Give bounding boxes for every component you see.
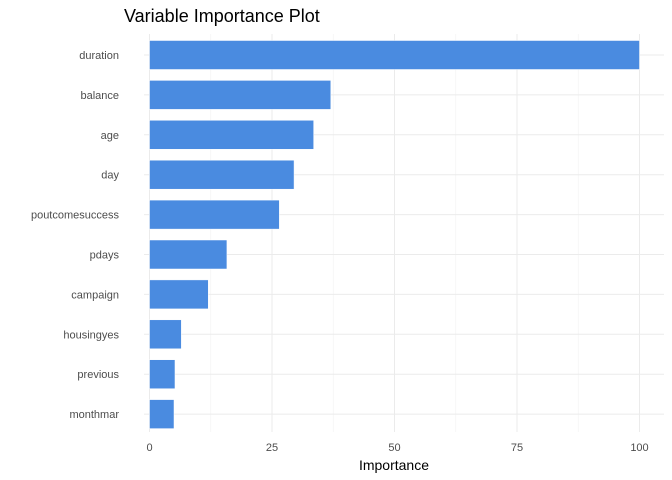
- y-tick-label-previous: previous: [77, 369, 119, 381]
- y-tick-label-monthmar: monthmar: [69, 409, 119, 421]
- x-tick-label: 100: [630, 442, 648, 454]
- chart-title: Variable Importance Plot: [124, 6, 320, 26]
- x-axis-title: Importance: [359, 457, 429, 473]
- bar-poutcomesuccess: [149, 199, 280, 230]
- bar-age: [149, 120, 314, 150]
- bar-pdays: [149, 239, 228, 270]
- bar-previous: [149, 359, 176, 389]
- x-tick-label: 25: [266, 442, 278, 454]
- x-tick-label: 75: [511, 442, 523, 454]
- bar-day: [149, 159, 295, 190]
- y-tick-label-poutcomesuccess: poutcomesuccess: [31, 210, 120, 222]
- y-tick-label-duration: duration: [79, 50, 119, 62]
- x-axis-labels: 0 25 50 75 100: [146, 442, 648, 454]
- x-tick-label: 50: [388, 442, 400, 454]
- x-tick-label: 0: [146, 442, 152, 454]
- bar-campaign: [149, 279, 209, 310]
- y-tick-label-balance: balance: [80, 90, 119, 102]
- y-tick-label-age: age: [101, 130, 119, 142]
- y-axis-labels: duration balance age day poutcomesuccess pday…: [31, 50, 120, 421]
- y-tick-label-campaign: campaign: [71, 289, 119, 301]
- y-tick-label-housingyes: housingyes: [63, 329, 119, 341]
- bars-layer: [149, 40, 640, 429]
- bar-monthmar: [149, 399, 175, 429]
- y-tick-label-pdays: pdays: [90, 250, 120, 262]
- bar-balance: [149, 80, 332, 110]
- bar-duration: [149, 40, 640, 70]
- bar-housingyes: [149, 319, 182, 350]
- y-tick-label-day: day: [101, 170, 119, 182]
